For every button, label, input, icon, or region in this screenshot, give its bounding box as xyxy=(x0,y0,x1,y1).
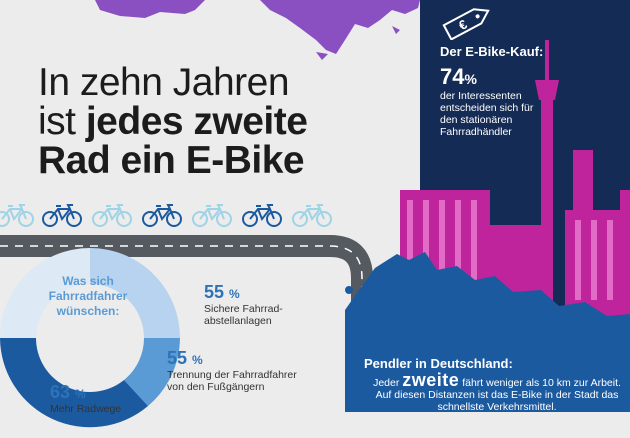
bicycle-icon xyxy=(292,204,332,227)
bicycle-icon xyxy=(192,204,232,227)
bicycle-icon xyxy=(92,204,132,227)
wishes-title: Was sich Fahrradfahrer wünschen: xyxy=(48,274,128,318)
euro-tag-icon: € xyxy=(442,8,490,40)
map-region-italy-balkans xyxy=(260,0,420,54)
bicycle-icon xyxy=(42,204,82,227)
page-title: In zehn Jahren ist jedes zweite Rad ein … xyxy=(38,63,398,180)
stat-trennung: 55 % Trennung der Fahrradfahrer von den … xyxy=(167,348,297,393)
pendler-text: Jeder zweite fährt weniger als 10 km zur… xyxy=(373,370,621,413)
europe-map xyxy=(95,0,420,60)
stat-radwege: 63 % Mehr Radwege xyxy=(50,382,122,415)
kauf-description: der Interessenten entscheiden sich für d… xyxy=(440,90,534,138)
title-line-1: In zehn Jahren xyxy=(38,61,290,104)
title-line-2: ist jedes zweite xyxy=(38,100,308,143)
title-line-3: Rad ein E-Bike xyxy=(38,139,305,182)
germany-map xyxy=(345,252,630,412)
road-graphic xyxy=(0,235,373,412)
bicycle-icon xyxy=(142,204,182,227)
wishes-donut xyxy=(0,248,180,428)
svg-text:€: € xyxy=(456,16,469,33)
bicycle-icon xyxy=(0,204,34,227)
bicycle-icon xyxy=(242,204,282,227)
pendler-title: Pendler in Deutschland: xyxy=(364,356,513,371)
stat-abstellanlagen: 55 % Sichere Fahrrad-abstellanlagen xyxy=(204,282,283,327)
map-region-west xyxy=(95,0,205,18)
kauf-title: Der E-Bike-Kauf: xyxy=(440,44,544,59)
kauf-percent: 74% xyxy=(440,64,477,89)
bicycle-row xyxy=(0,204,332,227)
